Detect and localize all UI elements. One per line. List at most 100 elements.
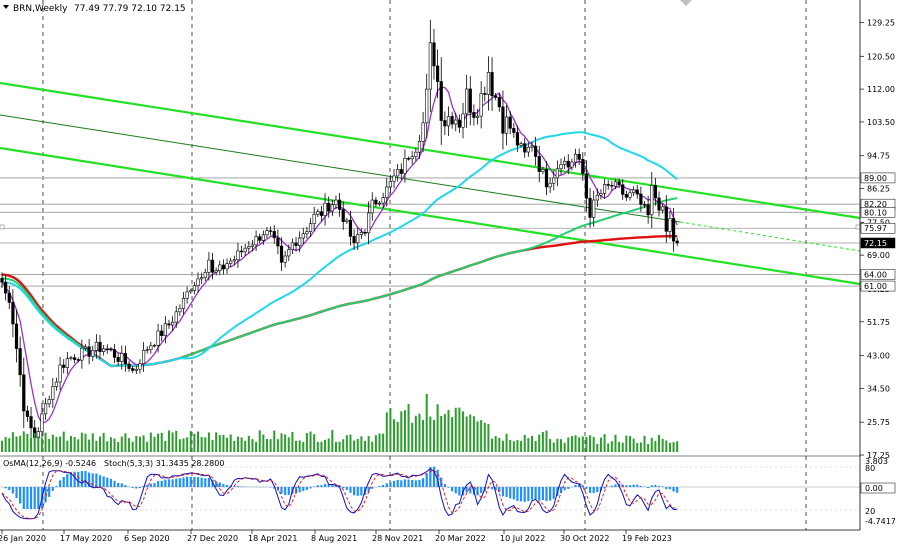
volume-bar <box>386 412 388 452</box>
osma-bar <box>466 487 468 492</box>
candle-body <box>676 241 679 243</box>
osma-bar <box>633 485 635 487</box>
candle-body <box>113 350 116 358</box>
osma-bar <box>614 484 616 487</box>
volume-bar <box>52 435 54 452</box>
candle-body <box>440 82 443 121</box>
candle-body <box>585 174 588 198</box>
volume-bar <box>291 432 293 452</box>
osma-bar <box>389 482 391 487</box>
volume-bar <box>1 441 3 452</box>
osma-bar <box>658 486 660 487</box>
candle-body <box>498 97 501 106</box>
candle-body <box>70 358 73 359</box>
volume-bar <box>593 437 595 452</box>
volume-bar <box>527 438 529 452</box>
volume-bar <box>349 435 351 452</box>
level-marker <box>856 225 860 229</box>
volume-bar <box>498 438 500 452</box>
candle-body <box>52 386 55 399</box>
time-tick-label: 30 Oct 2022 <box>560 534 609 543</box>
osma-bar <box>549 487 551 501</box>
candle-body <box>277 238 280 246</box>
volume-bar <box>408 404 410 452</box>
axis-tick-label: 43.00 <box>867 352 890 361</box>
volume-bar <box>364 441 366 452</box>
candle-body <box>219 265 222 271</box>
candle-body <box>55 382 58 386</box>
candle-body <box>175 312 178 322</box>
candle-body <box>22 375 25 411</box>
osma-bar <box>382 485 384 487</box>
candle-body <box>487 72 490 94</box>
volume-bar <box>310 432 312 452</box>
volume-bar <box>604 434 606 452</box>
volume-bar <box>143 435 145 452</box>
volume-bar <box>45 433 47 452</box>
osma-bar <box>545 487 547 501</box>
candle-body <box>567 161 570 167</box>
volume-bar <box>92 433 94 452</box>
candle-body <box>91 350 94 356</box>
volume-bar <box>175 431 177 452</box>
osma-bar <box>672 487 674 492</box>
time-tick-label: 20 Mar 2022 <box>435 534 486 543</box>
candle-body <box>349 220 352 236</box>
volume-bar <box>437 404 439 452</box>
osma-bar <box>179 478 181 487</box>
candle-body <box>229 261 232 264</box>
osma-bar <box>197 477 199 487</box>
osma-bar <box>313 486 315 487</box>
volume-bar <box>607 443 609 452</box>
volume-bar <box>324 440 326 452</box>
osma-bar <box>378 486 380 487</box>
candle-body <box>95 342 98 350</box>
volume-bar <box>596 444 598 452</box>
volume-bar <box>161 433 163 452</box>
volume-bar <box>473 416 475 452</box>
volume-bar <box>415 416 417 452</box>
osma-bar <box>23 487 25 509</box>
osma-bar <box>48 487 50 497</box>
candle-body <box>208 260 211 272</box>
time-tick-label: 19 Feb 2023 <box>622 534 672 543</box>
candle-body <box>317 212 320 215</box>
volume-bar <box>95 441 97 452</box>
candle-body <box>433 43 436 66</box>
candle-body <box>331 205 334 211</box>
osma-bar <box>219 482 221 487</box>
candle-body <box>262 235 265 241</box>
osma-bar <box>139 487 141 488</box>
axis-tick-label: 129.25 <box>867 18 895 27</box>
volume-bar <box>524 435 526 452</box>
time-tick-label: 18 Apr 2021 <box>248 534 297 543</box>
volume-bar <box>618 442 620 452</box>
osma-bar <box>204 478 206 487</box>
volume-bar <box>546 431 548 452</box>
candle-body <box>106 349 109 350</box>
osma-bar <box>455 487 457 493</box>
volume-bar <box>106 441 108 452</box>
volume-bar <box>564 443 566 452</box>
volume-bar <box>110 437 112 452</box>
volume-bar <box>346 435 348 452</box>
volume-bar <box>135 436 137 452</box>
candle-body <box>367 213 370 233</box>
volume-bar <box>651 438 653 452</box>
osma-bar <box>502 487 504 496</box>
osma-bar <box>63 477 65 487</box>
price-tag-label: 61.00 <box>864 282 887 291</box>
volume-bar <box>219 435 221 452</box>
volume-bar <box>55 437 57 452</box>
osma-bar <box>662 486 664 487</box>
candle-body <box>150 346 153 350</box>
volume-bar <box>339 442 341 452</box>
volume-bar <box>444 414 446 452</box>
osma-bar <box>146 485 148 487</box>
volume-bar <box>270 439 272 452</box>
volume-bar <box>531 436 533 452</box>
osma-bar <box>19 487 21 503</box>
osma-bar <box>603 487 605 488</box>
